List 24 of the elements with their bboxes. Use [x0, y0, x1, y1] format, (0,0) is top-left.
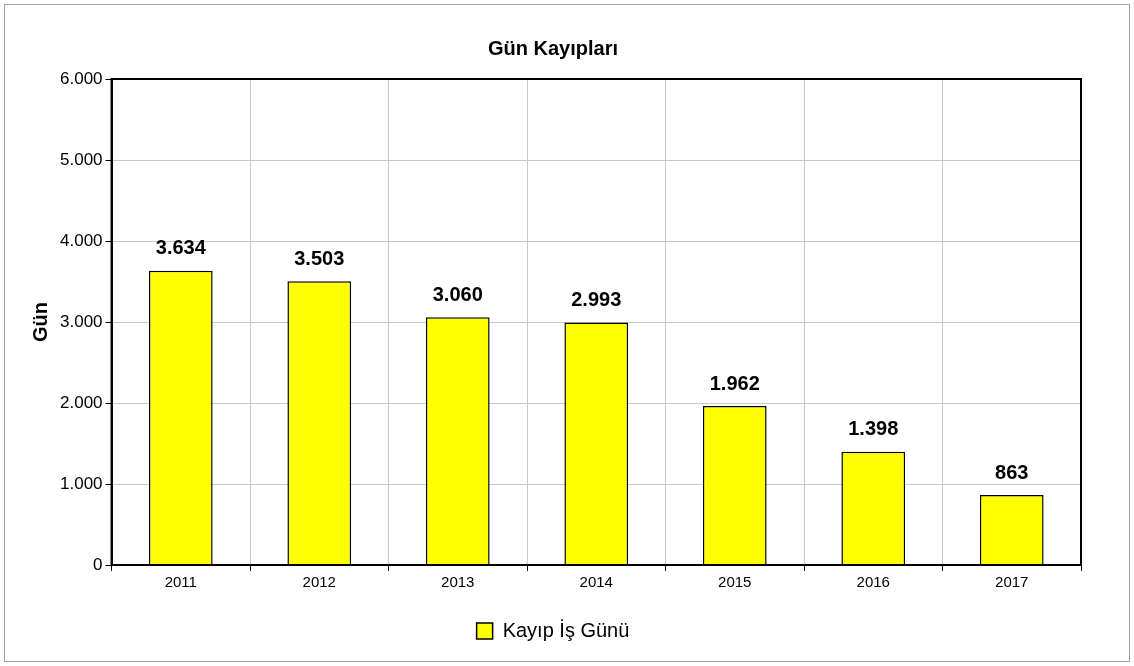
x-tick-label: 2017 — [995, 573, 1029, 591]
y-tick-label: 4.000 — [59, 230, 103, 250]
data-label: 863 — [995, 460, 1029, 483]
chart-title: Gün Kayıpları — [487, 36, 619, 59]
data-label: 3.060 — [432, 282, 483, 305]
y-tick-label: 0 — [93, 554, 103, 574]
y-axis-title: Gün — [28, 302, 51, 342]
x-tick-label: 2012 — [302, 573, 336, 591]
x-tick-label: 2011 — [164, 573, 197, 591]
data-label: 1.398 — [848, 417, 899, 440]
x-tick-label: 2015 — [718, 573, 752, 591]
data-label: 3.503 — [294, 246, 345, 269]
data-label: 3.634 — [155, 236, 207, 259]
y-tick-label: 6.000 — [59, 68, 103, 88]
legend-label: Kayıp İş Günü — [502, 618, 630, 641]
y-tick-label: 5.000 — [59, 149, 103, 169]
x-tick-label: 2016 — [856, 573, 890, 591]
data-label: 2.993 — [571, 288, 622, 311]
data-label: 1.962 — [709, 371, 760, 394]
y-tick-label: 1.000 — [59, 473, 103, 493]
x-tick-label: 2014 — [579, 573, 613, 591]
y-tick-label: 2.000 — [59, 392, 103, 412]
x-tick-label: 2013 — [441, 573, 475, 591]
y-tick-label: 3.000 — [59, 311, 103, 331]
